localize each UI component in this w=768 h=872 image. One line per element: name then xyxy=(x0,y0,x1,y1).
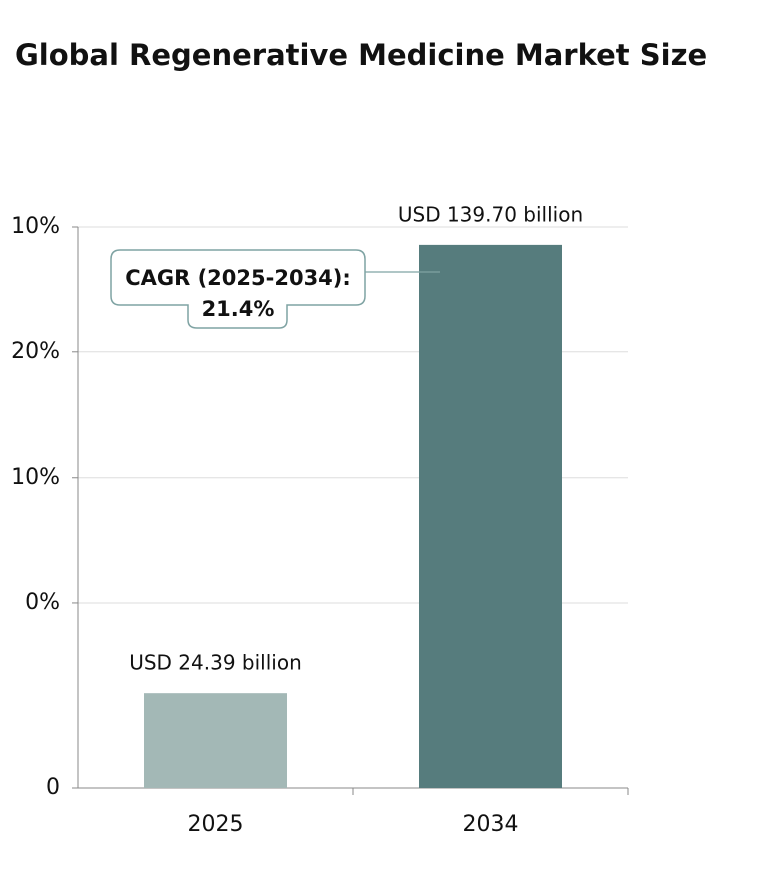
value-label: USD 24.39 billion xyxy=(129,651,302,675)
annotation-text: CAGR (2025-2034): xyxy=(125,266,351,290)
y-tick-label: 0 xyxy=(46,775,60,800)
x-tick-label: 2025 xyxy=(188,812,244,837)
annotation-box xyxy=(110,249,366,329)
y-tick-label: 10% xyxy=(11,465,60,490)
y-tick-label: 10% xyxy=(11,214,60,239)
y-tick-label: 20% xyxy=(11,339,60,364)
annotation-text: 21.4% xyxy=(202,297,275,321)
x-tick-label: 2034 xyxy=(463,812,519,837)
bar xyxy=(144,693,287,788)
value-label: USD 139.70 billion xyxy=(398,202,583,226)
plot: 0 0% 10% 20% 10% 2025 USD 24.39 billion 2034 USD… xyxy=(11,202,629,837)
chart-title: Global Regenerative Medicine Market Size xyxy=(15,38,707,72)
y-tick-label: 0% xyxy=(25,590,60,615)
bar xyxy=(419,244,562,789)
